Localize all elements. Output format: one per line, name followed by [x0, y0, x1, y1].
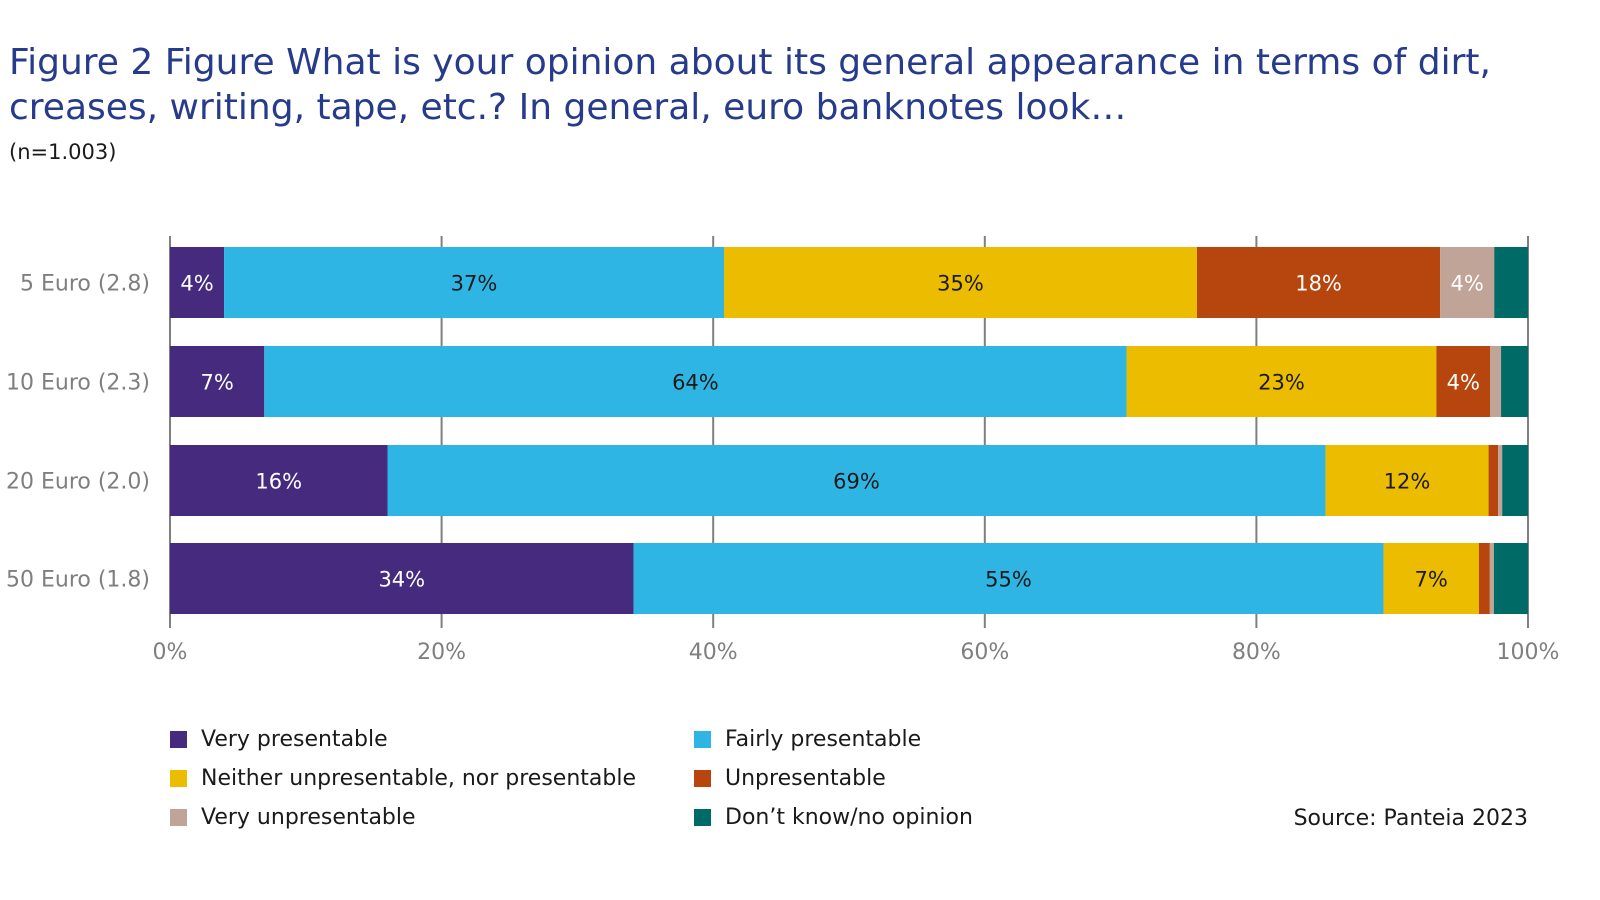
legend-swatch: [170, 731, 187, 748]
data-label: 34%: [378, 568, 425, 592]
bar-segment: [1494, 247, 1528, 318]
data-label: 69%: [833, 470, 880, 494]
x-tick-label: 40%: [689, 640, 738, 665]
bar-segment: [1493, 543, 1528, 614]
legend-swatch: [170, 770, 187, 787]
bar-segment: [170, 346, 265, 417]
legend-label: Neither unpresentable, nor presentable: [201, 766, 637, 791]
bar-segment: [1490, 346, 1502, 417]
data-label: 18%: [1295, 272, 1342, 296]
x-tick-label: 80%: [1232, 640, 1281, 665]
category-label: 50 Euro (1.8): [6, 568, 150, 593]
bar-segment: [387, 445, 1326, 516]
legend-label: Unpresentable: [725, 766, 886, 791]
data-label: 4%: [180, 272, 213, 296]
bar-segment: [264, 346, 1127, 417]
category-label: 10 Euro (2.3): [6, 371, 150, 396]
data-label: 16%: [255, 470, 302, 494]
bar-segment: [1498, 445, 1503, 516]
bar-segment: [1436, 346, 1491, 417]
data-label: 4%: [1451, 272, 1484, 296]
legend-swatch: [694, 770, 711, 787]
bar-segment: [724, 247, 1197, 318]
bar-segment: [1501, 346, 1528, 417]
legend-swatch: [170, 809, 187, 826]
bar-segment: [170, 445, 388, 516]
bar-segment: [1325, 445, 1489, 516]
chart-title: Figure 2 Figure What is your opinion abo…: [9, 42, 1491, 128]
bar-segment: [1126, 346, 1437, 417]
bar-segment: [1478, 543, 1490, 614]
bar-segment: [1488, 445, 1499, 516]
legend-swatch: [694, 809, 711, 826]
data-label: 35%: [937, 272, 984, 296]
x-tick-label: 100%: [1497, 640, 1560, 665]
stacked-bar-chart: 0% 20% 40% 60% 80% 100% 4% 37% 35% 18% 4% 5 Euro (2…: [6, 236, 1560, 665]
bar-segment: [1502, 445, 1528, 516]
legend-item: Neither unpresentable, nor presentable: [170, 766, 636, 791]
bar-segment: [633, 543, 1384, 614]
bar-segment: [170, 543, 634, 614]
bar-segment: [1440, 247, 1495, 318]
bar-segment: [224, 247, 725, 318]
data-label: 4%: [1447, 371, 1480, 395]
data-label: 7%: [200, 371, 233, 395]
legend-item: Unpresentable: [694, 766, 886, 791]
bar-segment: [1383, 543, 1479, 614]
bar-segment: [1196, 247, 1441, 318]
legend-label: Fairly presentable: [725, 727, 922, 752]
bar-segment: [170, 247, 225, 318]
legend-item: Very unpresentable: [170, 805, 416, 830]
category-label: 20 Euro (2.0): [6, 470, 150, 495]
data-label: 55%: [985, 568, 1032, 592]
data-label: 64%: [672, 371, 719, 395]
legend-item: Fairly presentable: [694, 727, 921, 752]
data-label: 7%: [1415, 568, 1448, 592]
legend-label: Don’t know/no opinion: [725, 805, 973, 830]
category-label: 5 Euro (2.8): [20, 272, 150, 297]
legend-item: Don’t know/no opinion: [694, 805, 973, 830]
chart-subtitle: (n=1.003): [9, 140, 117, 164]
legend-swatch: [694, 731, 711, 748]
x-tick-label: 60%: [960, 640, 1009, 665]
legend-label: Very unpresentable: [201, 805, 416, 830]
legend-label: Very presentable: [201, 727, 388, 752]
data-label: 12%: [1384, 470, 1431, 494]
x-tick-label: 0%: [153, 640, 188, 665]
source-note: Source: Panteia 2023: [1293, 806, 1528, 831]
data-label: 37%: [451, 272, 498, 296]
bar-segment: [1489, 543, 1494, 614]
x-tick-label: 20%: [417, 640, 466, 665]
data-label: 23%: [1258, 371, 1305, 395]
legend-item: Very presentable: [170, 727, 388, 752]
